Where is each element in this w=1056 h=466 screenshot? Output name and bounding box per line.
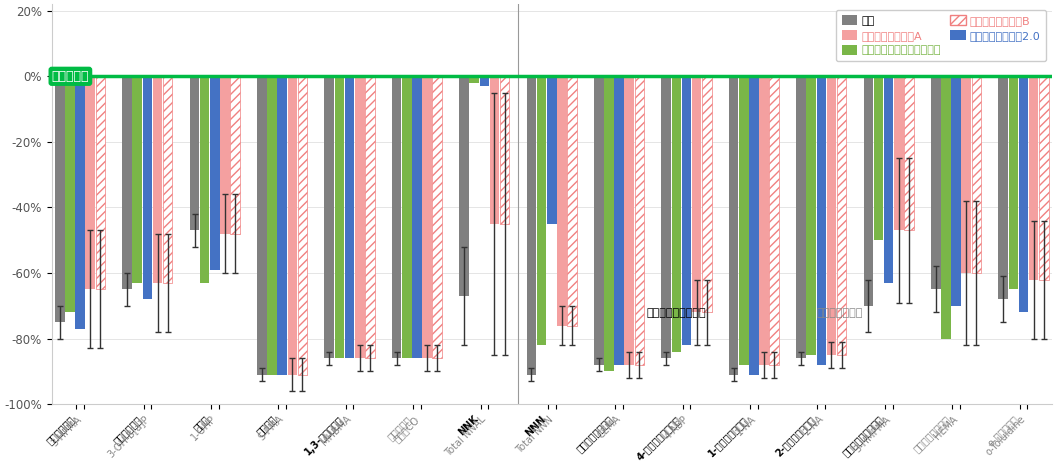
Bar [941, 76, 950, 339]
Bar [682, 76, 692, 345]
Bar [615, 76, 624, 365]
Bar [122, 76, 132, 289]
Bar [527, 76, 536, 375]
Bar [365, 76, 375, 358]
Bar [402, 76, 412, 358]
Bar [75, 76, 84, 329]
Bar [490, 76, 499, 224]
Bar [816, 76, 826, 365]
Bar [267, 76, 277, 375]
Bar [220, 76, 230, 233]
Bar [692, 76, 701, 312]
Bar [298, 76, 307, 375]
Bar [163, 76, 172, 283]
Bar [278, 76, 287, 375]
Bar [86, 76, 95, 289]
Text: 灰色：測定成分: 灰色：測定成分 [816, 308, 863, 318]
Bar [324, 76, 334, 358]
Bar [257, 76, 267, 375]
Bar [200, 76, 209, 283]
Bar [931, 76, 941, 289]
Bar [759, 76, 769, 365]
Bar [190, 76, 200, 230]
Bar [1008, 76, 1018, 289]
Bar [729, 76, 738, 375]
Legend: 禁煙, 他社加熱式たばこA, プルーム・テック・プラス, 他社加熱式たばこB, プルーム・エス・2.0: 禁煙, 他社加熱式たばこA, プルーム・テック・プラス, 他社加熱式たばこB, … [836, 10, 1046, 61]
Bar [499, 76, 509, 224]
Bar [836, 76, 846, 355]
Bar [287, 76, 297, 375]
Bar [143, 76, 152, 299]
Bar [873, 76, 883, 240]
Text: 紙巻たばこ: 紙巻たばこ [52, 70, 89, 83]
Bar [230, 76, 240, 233]
Bar [412, 76, 421, 358]
Bar [344, 76, 355, 358]
Text: 黒色：健康懸念物質: 黒色：健康懸念物質 [646, 308, 706, 318]
Bar [749, 76, 758, 375]
Bar [422, 76, 432, 358]
Bar [770, 76, 779, 365]
Bar [95, 76, 106, 289]
Bar [558, 76, 567, 326]
Bar [392, 76, 401, 358]
Bar [796, 76, 806, 358]
Bar [459, 76, 469, 296]
Bar [536, 76, 546, 345]
Bar [951, 76, 961, 306]
Bar [624, 76, 634, 365]
Bar [1039, 76, 1049, 280]
Bar [1019, 76, 1029, 312]
Bar [884, 76, 893, 283]
Bar [739, 76, 749, 365]
Bar [479, 76, 489, 86]
Bar [65, 76, 75, 312]
Bar [961, 76, 972, 273]
Bar [567, 76, 577, 326]
Bar [998, 76, 1008, 299]
Bar [604, 76, 614, 371]
Bar [972, 76, 981, 273]
Bar [894, 76, 904, 230]
Bar [470, 76, 479, 83]
Bar [702, 76, 712, 312]
Bar [672, 76, 681, 352]
Bar [210, 76, 220, 270]
Bar [904, 76, 913, 230]
Bar [864, 76, 873, 306]
Bar [595, 76, 604, 365]
Bar [661, 76, 671, 358]
Bar [433, 76, 442, 358]
Bar [827, 76, 836, 355]
Bar [153, 76, 163, 283]
Bar [55, 76, 64, 322]
Bar [132, 76, 143, 283]
Bar [355, 76, 364, 358]
Bar [547, 76, 557, 224]
Bar [335, 76, 344, 358]
Bar [807, 76, 816, 355]
Bar [1029, 76, 1038, 280]
Bar [635, 76, 644, 365]
